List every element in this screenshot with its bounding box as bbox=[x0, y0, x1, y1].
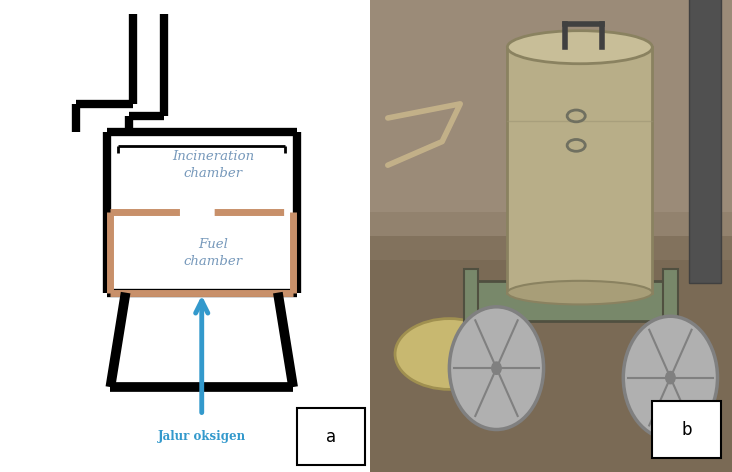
Bar bbox=[370, 0, 732, 236]
Circle shape bbox=[624, 316, 717, 439]
Circle shape bbox=[665, 371, 675, 384]
Bar bbox=[370, 212, 732, 260]
Bar bbox=[507, 47, 652, 293]
Text: Incineration
chamber: Incineration chamber bbox=[172, 150, 254, 180]
Text: Fuel
chamber: Fuel chamber bbox=[184, 237, 243, 268]
Text: a: a bbox=[326, 428, 336, 446]
Bar bbox=[689, 0, 721, 283]
Bar bbox=[370, 236, 732, 472]
Circle shape bbox=[492, 362, 501, 374]
Text: Jalur oksigen: Jalur oksigen bbox=[157, 430, 246, 443]
Bar bbox=[652, 401, 721, 458]
Bar bbox=[663, 269, 678, 326]
Bar bbox=[471, 281, 671, 321]
Ellipse shape bbox=[507, 281, 652, 304]
Ellipse shape bbox=[507, 31, 652, 64]
Text: b: b bbox=[681, 421, 692, 438]
Circle shape bbox=[449, 307, 544, 430]
Bar bbox=[297, 408, 365, 465]
Bar bbox=[464, 269, 479, 326]
Ellipse shape bbox=[395, 319, 504, 389]
